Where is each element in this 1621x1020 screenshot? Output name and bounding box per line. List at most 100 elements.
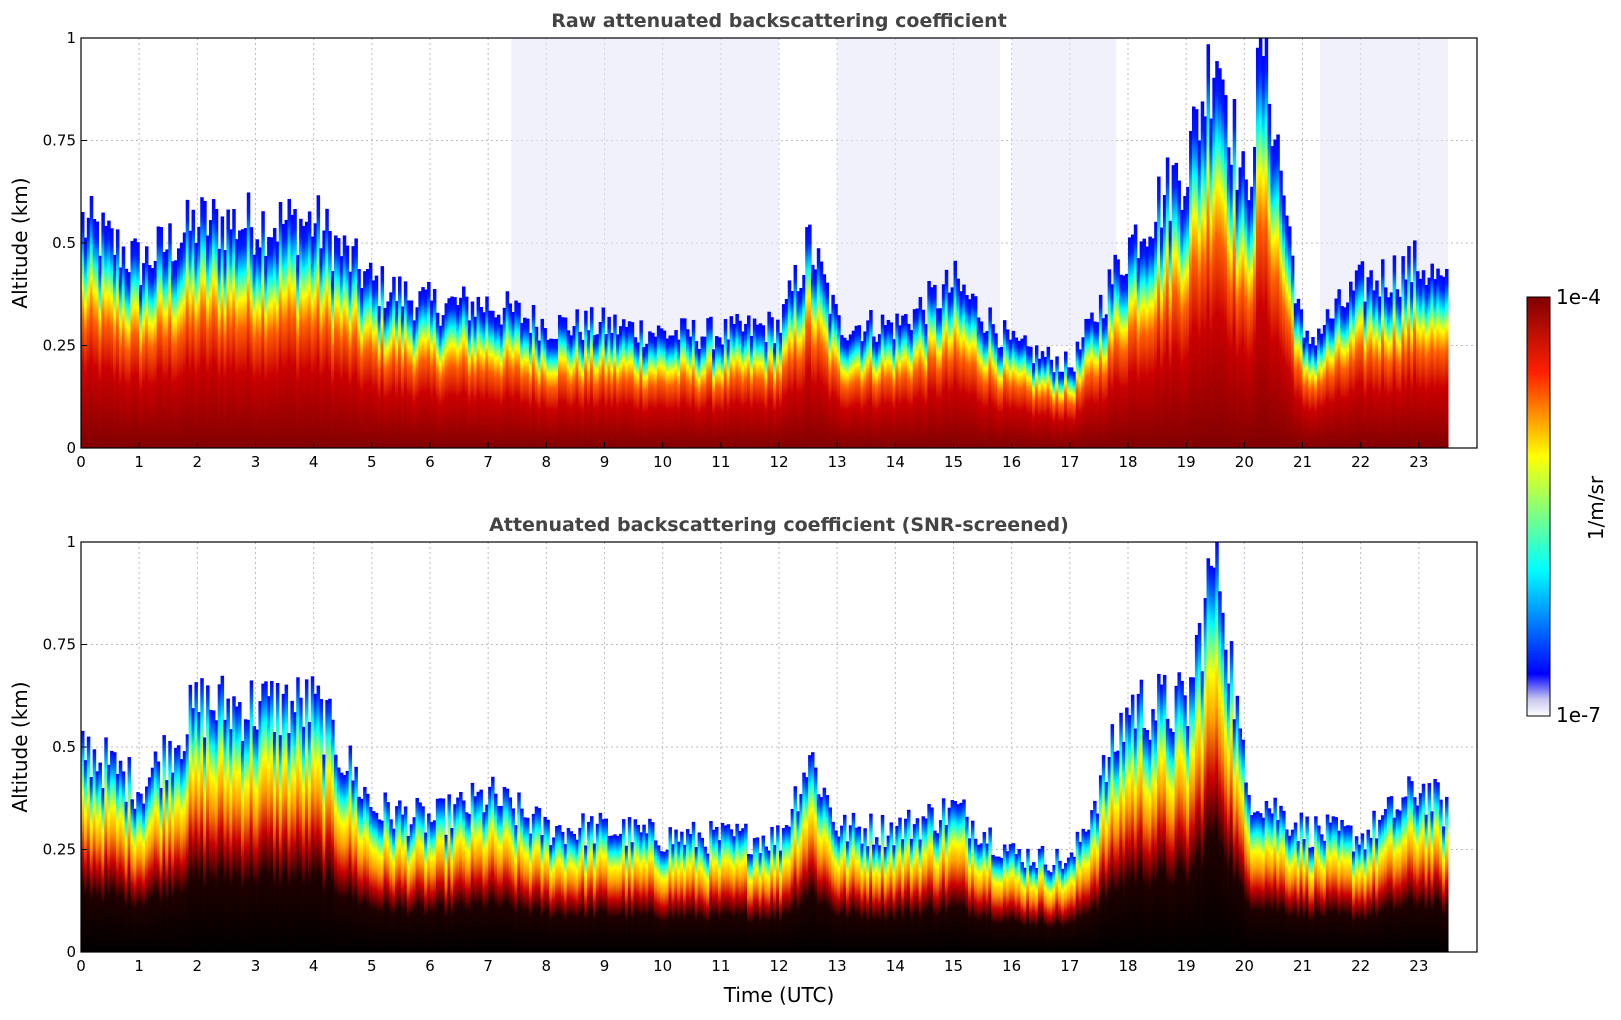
heatmap-column — [342, 235, 347, 448]
heatmap-column — [1183, 695, 1187, 952]
heatmap-column — [1200, 101, 1205, 448]
heatmap-column — [685, 329, 690, 448]
heatmap-column — [715, 336, 719, 448]
heatmap-column — [1064, 863, 1068, 952]
heatmap-column — [1157, 176, 1161, 448]
heatmap-column — [886, 835, 891, 952]
heatmap-column — [229, 229, 233, 448]
heatmap-column — [1302, 839, 1307, 952]
heatmap-column — [389, 292, 393, 448]
heatmap-column — [453, 297, 457, 448]
heatmap-column — [1427, 783, 1432, 952]
heatmap-column — [1116, 259, 1120, 448]
x-tick-label: 23 — [1409, 957, 1428, 975]
heatmap-column — [534, 326, 539, 448]
y-tick-label: 0 — [66, 439, 76, 457]
heatmap-column — [162, 251, 166, 448]
heatmap-column — [1415, 805, 1420, 952]
heatmap-column — [194, 682, 198, 952]
heatmap-column — [863, 828, 867, 952]
heatmap-column — [398, 276, 402, 448]
heatmap-column — [238, 702, 242, 952]
heatmap-column — [1372, 810, 1376, 952]
heatmap-column — [92, 749, 97, 952]
heatmap-column — [1104, 782, 1109, 952]
heatmap-column — [540, 835, 545, 952]
heatmap-column — [188, 684, 193, 952]
heatmap-column — [412, 817, 417, 952]
heatmap-column — [976, 844, 981, 952]
heatmap-column — [1130, 694, 1135, 952]
heatmap-column — [246, 719, 251, 952]
heatmap-column — [1162, 674, 1167, 952]
heatmap-column — [581, 339, 585, 448]
heatmap-column — [1282, 195, 1286, 448]
heatmap-column — [525, 817, 530, 952]
heatmap-column — [938, 308, 943, 448]
heatmap-column — [1421, 783, 1426, 952]
heatmap-column — [1299, 812, 1304, 952]
heatmap-column — [1154, 221, 1158, 448]
heatmap-column — [764, 846, 768, 952]
heatmap-column — [249, 680, 254, 952]
x-tick-label: 6 — [425, 957, 435, 975]
heatmap-column — [709, 316, 713, 448]
heatmap-column — [1407, 246, 1411, 448]
heatmap-column — [1433, 279, 1437, 448]
x-tick-label: 10 — [653, 957, 672, 975]
heatmap-column — [112, 254, 117, 448]
heatmap-column — [101, 212, 105, 448]
heatmap-column — [1445, 268, 1449, 448]
heatmap-column — [252, 254, 257, 448]
x-tick-label: 16 — [1002, 453, 1021, 471]
heatmap-column — [1395, 289, 1400, 448]
heatmap-column — [549, 338, 553, 448]
heatmap-column — [825, 282, 830, 448]
heatmap-column — [403, 806, 408, 952]
heatmap-column — [1253, 812, 1257, 952]
heatmap-column — [1177, 180, 1181, 448]
heatmap-column — [1247, 200, 1251, 448]
heatmap-column — [104, 225, 108, 448]
heatmap-column — [1351, 851, 1356, 952]
heatmap-column — [406, 300, 411, 448]
heatmap-column — [912, 309, 917, 448]
heatmap-column — [299, 697, 303, 952]
heatmap-column — [575, 839, 579, 952]
heatmap-column — [1250, 815, 1254, 952]
heatmap-column — [1398, 810, 1402, 952]
heatmap-column — [1401, 797, 1405, 952]
heatmap-column — [665, 849, 670, 952]
heatmap-column — [991, 854, 995, 952]
heatmap-column — [988, 307, 992, 448]
heatmap-column — [592, 843, 597, 952]
heatmap-column — [883, 846, 888, 952]
heatmap-column — [758, 853, 763, 952]
heatmap-column — [179, 759, 184, 952]
heatmap-column — [656, 325, 661, 448]
heatmap-column — [258, 701, 262, 952]
heatmap-column — [587, 821, 591, 952]
heatmap-column — [174, 260, 178, 448]
x-tick-label: 13 — [828, 453, 847, 471]
heatmap-column — [985, 843, 989, 952]
heatmap-column — [243, 719, 248, 952]
heatmap-column — [1410, 781, 1414, 952]
heatmap-column — [755, 324, 760, 448]
heatmap-column — [1223, 95, 1228, 448]
heatmap-column — [1273, 797, 1277, 952]
heatmap-column — [703, 336, 707, 448]
x-tick-label: 5 — [367, 453, 377, 471]
heatmap-column — [1212, 567, 1216, 952]
heatmap-column — [921, 816, 926, 952]
heatmap-column — [1317, 825, 1321, 952]
heatmap-column — [552, 338, 556, 448]
heatmap-column — [555, 338, 559, 448]
heatmap-column — [1142, 238, 1147, 448]
heatmap-column — [1404, 796, 1408, 952]
heatmap-column — [328, 230, 332, 448]
heatmap-column — [1066, 857, 1071, 952]
heatmap-column — [104, 737, 108, 952]
heatmap-column — [979, 321, 984, 448]
heatmap-column — [470, 301, 475, 448]
